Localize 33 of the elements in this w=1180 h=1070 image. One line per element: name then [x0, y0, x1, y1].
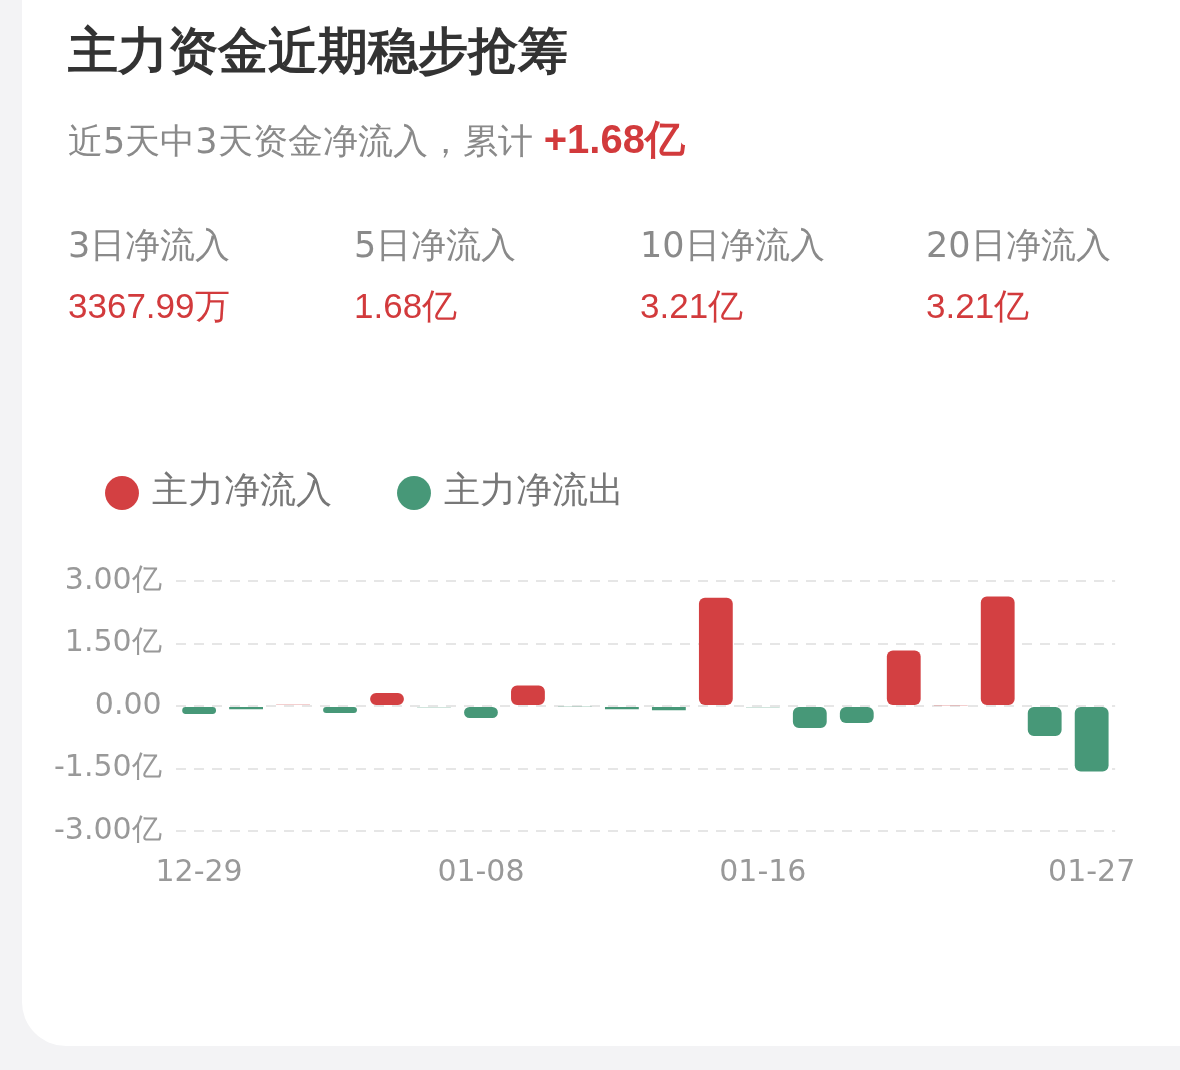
text: 3日净流入	[68, 224, 232, 267]
chart-title: 主力资金近期稳步抢筹	[68, 21, 568, 82]
bar	[511, 685, 545, 705]
bar	[792, 707, 827, 729]
bar	[651, 707, 686, 711]
text: 3367.99万	[68, 285, 231, 327]
x-tick-label: 01-27	[1048, 852, 1136, 888]
legend-label: 主力净流出	[444, 469, 624, 511]
bar	[1074, 707, 1109, 772]
chart-subtitle: 近5天中3天资金净流入，累计	[68, 121, 533, 161]
y-tick-label: -3.00亿	[54, 810, 162, 846]
text: 5日净流入	[354, 224, 518, 267]
bar	[698, 597, 733, 705]
y-tick-label: 1.50亿	[64, 623, 162, 659]
text: 3.21亿	[926, 285, 1031, 327]
x-tick-label: 01-08	[437, 852, 525, 888]
text: 10日净流入	[640, 224, 826, 267]
text: +1.68亿	[543, 117, 685, 161]
legend-label: 主力净流入	[152, 469, 332, 511]
text: 3.21亿	[640, 285, 745, 327]
y-tick-label: 3.00亿	[64, 560, 162, 596]
bar	[886, 650, 921, 705]
x-tick-label: 01-16	[719, 852, 807, 888]
bar	[839, 707, 874, 724]
y-tick-label: -1.50亿	[54, 748, 162, 784]
bar	[980, 596, 1015, 705]
bar	[182, 707, 217, 714]
text: 1.68亿	[354, 285, 459, 327]
bar	[323, 707, 357, 714]
x-tick-label: 12-29	[155, 852, 243, 888]
bar	[1027, 707, 1062, 736]
y-tick-label: 0.00	[94, 685, 162, 721]
text: 20日净流入	[926, 224, 1112, 267]
